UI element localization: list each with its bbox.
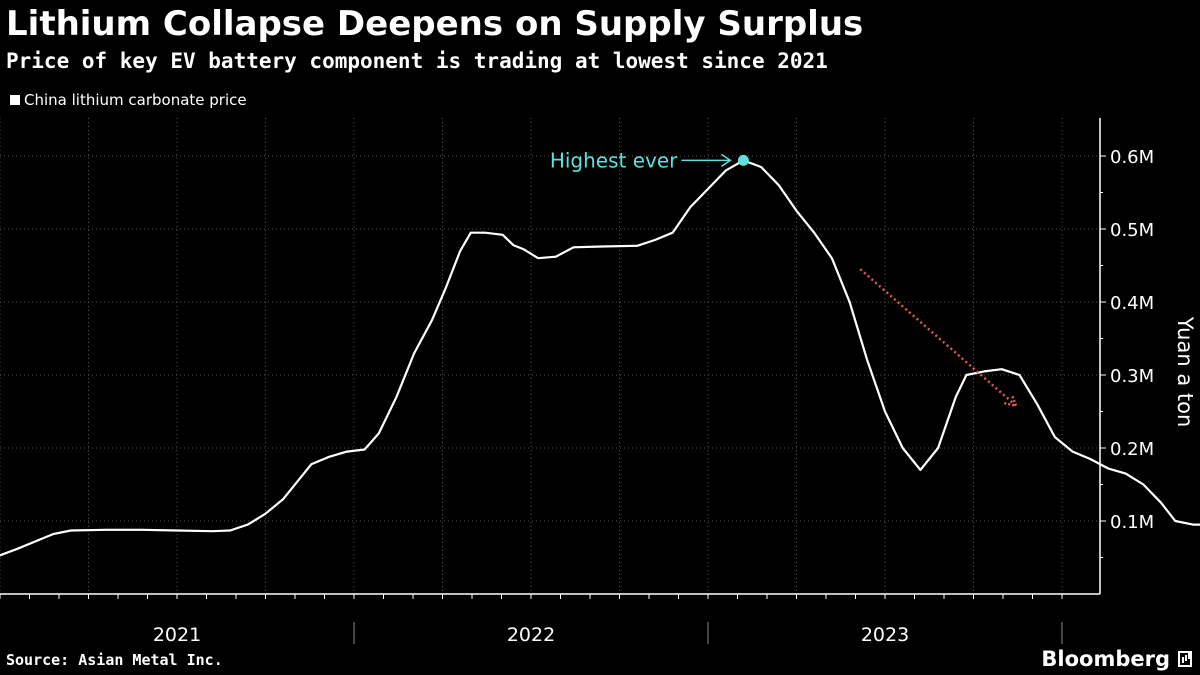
y-tick-label: 0.2M: [1110, 439, 1154, 460]
x-year-label: 2021: [153, 624, 201, 646]
x-year-label: 2023: [861, 624, 909, 646]
y-tick-label: 0.4M: [1110, 293, 1154, 314]
chart-subtitle: Price of key EV battery component is tra…: [6, 49, 828, 73]
legend: China lithium carbonate price: [10, 90, 247, 110]
y-tick-label: 0.5M: [1110, 220, 1154, 241]
x-year-label: 2022: [507, 624, 555, 646]
brand-chart-icon: [1178, 651, 1192, 667]
brand-logo: Bloomberg: [1041, 646, 1192, 672]
peak-annotation-label: Highest ever: [550, 148, 678, 172]
series-line-lithium-carbonate: [0, 159, 1200, 557]
y-axis-label: Yuan a ton: [1173, 316, 1197, 428]
y-tick-label: 0.6M: [1110, 147, 1154, 168]
trend-arrow-line: [859, 268, 1017, 407]
chart-title: Lithium Collapse Deepens on Supply Surpl…: [6, 4, 864, 44]
y-tick-label: 0.1M: [1110, 512, 1154, 533]
trend-arrow-head: [1003, 393, 1018, 408]
y-tick-label: 0.3M: [1110, 366, 1154, 387]
legend-label: China lithium carbonate price: [24, 91, 247, 109]
peak-arrow-head: [720, 153, 732, 168]
brand-text: Bloomberg: [1041, 647, 1170, 671]
legend-swatch: [10, 95, 20, 105]
source-note: Source: Asian Metal Inc.: [6, 651, 223, 669]
peak-marker: [737, 154, 749, 166]
